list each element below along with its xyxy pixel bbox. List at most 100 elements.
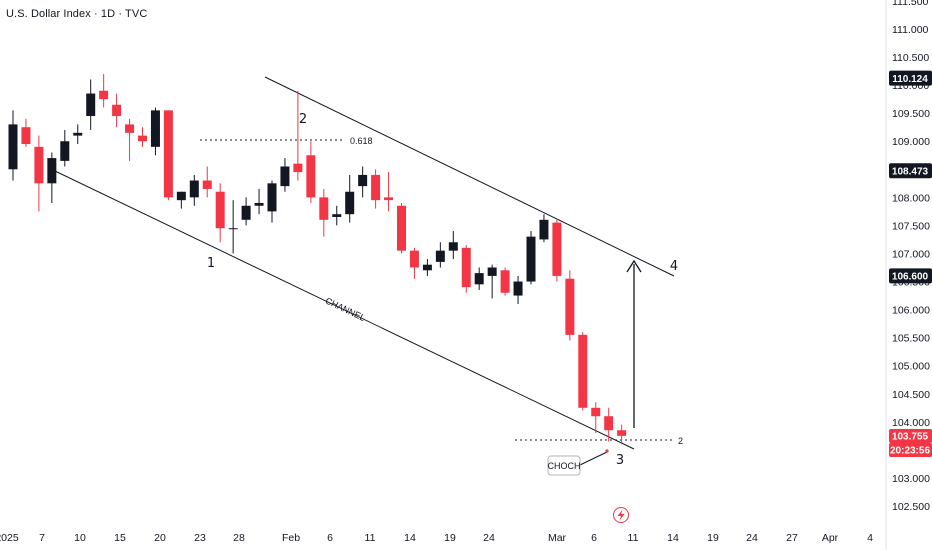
- price-tick-label: 107.000: [892, 248, 930, 260]
- candle-body: [513, 281, 523, 296]
- price-tag-label: 106.600: [892, 272, 929, 283]
- channel-label: CHANNEL: [324, 295, 367, 323]
- projection-arrow-head: [626, 259, 642, 273]
- candle-body: [47, 158, 57, 184]
- price-tick-label: 102.500: [892, 501, 930, 513]
- time-tick-label: 24: [746, 532, 758, 544]
- bolt-icon: [613, 507, 629, 523]
- candle-body: [332, 214, 342, 217]
- price-tick-label: 105.000: [892, 361, 930, 373]
- price-tick-label: 104.000: [892, 417, 930, 429]
- candle-body: [163, 110, 173, 198]
- candle-body: [617, 430, 627, 436]
- candle-body: [552, 222, 562, 276]
- candle-body: [448, 242, 458, 251]
- price-tag-layer: 110.124 108.473 106.600 103.755 20:23:56: [889, 70, 932, 457]
- time-tick-label: 28: [233, 532, 245, 544]
- time-tick-label: Feb: [282, 532, 300, 544]
- candle-body: [461, 247, 471, 288]
- price-tag-label: 108.473: [892, 166, 929, 177]
- price-tag-label: 103.755: [892, 432, 929, 443]
- candle-body: [215, 191, 225, 229]
- price-tag: [889, 163, 932, 179]
- candle-body: [189, 180, 199, 198]
- chart-title: U.S. Dollar Index · 1D · TVC: [6, 8, 148, 20]
- price-tick-label: 103.000: [892, 473, 930, 485]
- choch-pointer-dot: [605, 449, 609, 453]
- price-tick-label: 111.500: [892, 0, 929, 8]
- candle-body: [8, 124, 18, 170]
- time-tick-label: 11: [628, 532, 639, 544]
- choch-pointer-line: [579, 451, 608, 466]
- time-tick-label: 2025: [0, 532, 19, 544]
- price-tag: [889, 429, 932, 443]
- candle-body: [604, 416, 614, 431]
- wave-label: 4: [670, 259, 678, 274]
- drawing-layer: [54, 76, 675, 466]
- candle-body: [306, 155, 316, 198]
- candle-body: [280, 166, 290, 187]
- time-tick-label: 10: [74, 532, 86, 544]
- candle-body: [293, 163, 303, 173]
- price-tick-label: 111.000: [892, 24, 929, 36]
- candle-body: [21, 127, 31, 145]
- time-tick-label: 19: [707, 532, 719, 544]
- candle-body: [254, 202, 264, 206]
- choch-label: CHOCH: [548, 461, 581, 471]
- price-tick-label: 105.500: [892, 333, 930, 345]
- channel-upper-line: [264, 76, 675, 277]
- price-tick-label: 109.500: [892, 108, 930, 120]
- candle-body: [474, 273, 484, 285]
- candle-body: [422, 264, 432, 271]
- price-tick-label: 110.500: [892, 52, 929, 64]
- candle-body: [539, 219, 549, 240]
- candle-body: [228, 228, 238, 230]
- price-tag: [889, 70, 932, 86]
- candle-body: [500, 270, 510, 293]
- time-tick-label: 6: [591, 532, 597, 544]
- candle-body: [397, 205, 406, 251]
- candle-body: [591, 407, 601, 417]
- candle-body: [526, 236, 536, 282]
- candle-body: [86, 93, 96, 116]
- candle-body: [345, 191, 355, 215]
- time-tick-label: 7: [39, 532, 45, 544]
- time-tick-label: 15: [114, 532, 126, 544]
- fib-label: 0.618: [350, 136, 373, 146]
- level-label: 2: [678, 436, 683, 446]
- price-tag-label: 20:23:56: [890, 446, 930, 457]
- time-tick-label: Apr: [822, 532, 839, 544]
- candle-body: [319, 197, 329, 220]
- time-tick-label: 6: [327, 532, 333, 544]
- candle-body: [565, 278, 575, 335]
- price-tick-label: 106.000: [892, 305, 930, 317]
- candle-body: [125, 124, 135, 133]
- candle-body: [60, 141, 70, 161]
- candle-layer: [8, 73, 627, 445]
- candle-body: [578, 334, 588, 408]
- candle-body: [34, 146, 44, 184]
- candle-body: [487, 267, 497, 276]
- candle-body: [371, 174, 381, 201]
- channel-lower-line: [54, 170, 635, 450]
- price-tag: [889, 443, 932, 457]
- price-tick-label: 104.500: [892, 389, 930, 401]
- time-tick-label: Mar: [548, 532, 567, 544]
- candle-body: [358, 174, 368, 187]
- time-tick-label: 11: [365, 532, 376, 544]
- choch-box: [547, 455, 581, 476]
- candle-body: [267, 183, 277, 212]
- price-tick-label: 108.000: [892, 192, 930, 204]
- candle-body: [241, 205, 251, 220]
- price-tick-label: 109.000: [892, 136, 930, 148]
- time-tick-label: 27: [786, 532, 798, 544]
- wave-label: 2: [299, 112, 307, 127]
- candle-body: [176, 191, 186, 201]
- candle-body: [138, 135, 147, 142]
- candle-body: [435, 250, 445, 262]
- time-tick-label: 14: [667, 532, 679, 544]
- candle-body: [150, 110, 160, 147]
- label-layer: 1 2 3 4 CHANNEL 0.618 2 CHOCH: [207, 112, 683, 523]
